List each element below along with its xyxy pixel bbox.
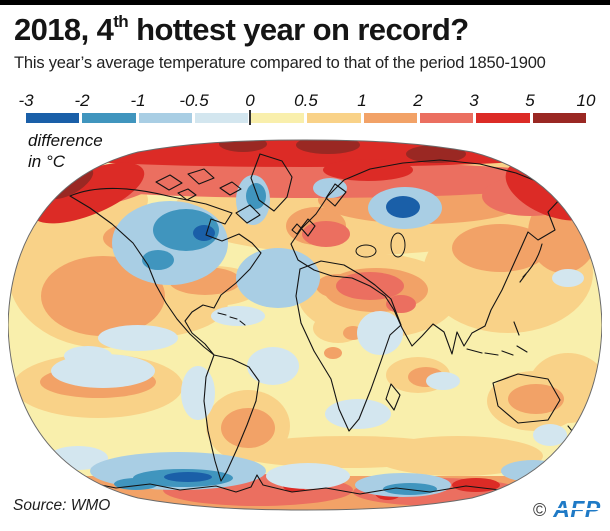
source-credit: Source: WMO	[13, 497, 111, 514]
legend-segment	[138, 113, 192, 123]
coastlines	[55, 153, 583, 495]
legend-segment	[420, 113, 474, 123]
title-superscript: th	[113, 11, 129, 31]
legend-tick-label: 2	[413, 91, 423, 110]
afp-credit: © AFP	[533, 498, 602, 521]
map-container	[7, 138, 603, 512]
afp-logo-slash	[552, 507, 602, 511]
anomaly-blobs	[8, 140, 602, 510]
legend-segment	[251, 113, 305, 123]
title-text: 2018, 4	[14, 12, 114, 47]
legend-tick-label: 1	[357, 91, 367, 110]
copyright-icon: ©	[533, 499, 547, 520]
legend-segment	[82, 113, 136, 123]
legend-tick-label: -0.5	[179, 91, 209, 110]
legend-tick-label: 10	[576, 91, 596, 110]
legend-segment	[307, 113, 361, 123]
legend-labels: -3 -2 -1 -0.5 0 0.5 1 2 3 5 10	[18, 91, 595, 111]
legend-tick-label: -2	[74, 91, 90, 110]
legend-caption: difference in °C	[28, 130, 103, 172]
legend-tick-label: 0.5	[294, 91, 318, 110]
legend-tick-label: 5	[525, 91, 535, 110]
legend-segment	[363, 113, 418, 123]
title-text-rest: hottest year on record?	[128, 12, 469, 47]
legend-caption-line1: difference	[28, 131, 103, 150]
legend-tick-label: -3	[18, 91, 34, 110]
legend-caption-line2: in °C	[28, 152, 66, 171]
page-subtitle: This year’s average temperature compared…	[14, 54, 546, 72]
legend-tick-label: -1	[130, 91, 146, 110]
page-title: 2018, 4th hottest year on record?	[14, 12, 600, 48]
zero-tick-mark	[249, 110, 251, 125]
legend-segment	[532, 113, 586, 123]
legend-segment	[26, 113, 80, 123]
legend-segment	[194, 113, 249, 123]
world-temperature-anomaly-map	[7, 139, 603, 511]
legend-tick-label: 0	[245, 91, 255, 110]
legend-tick-label: 3	[469, 91, 479, 110]
legend-color-bar	[26, 110, 586, 125]
afp-logo: AFP	[552, 498, 602, 521]
top-bar	[0, 0, 610, 5]
legend-segment	[476, 113, 530, 123]
